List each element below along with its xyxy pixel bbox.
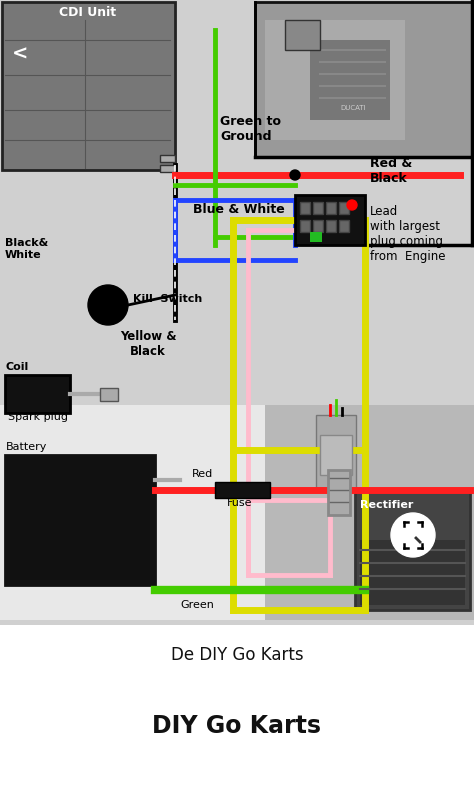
Text: Spark plug: Spark plug: [8, 412, 68, 422]
Text: De DIY Go Karts: De DIY Go Karts: [171, 646, 303, 664]
Bar: [2, 2, 175, 170]
Bar: [265, 20, 405, 140]
Text: Rectifier: Rectifier: [360, 500, 413, 510]
Bar: [360, 540, 465, 605]
Circle shape: [290, 170, 300, 180]
Text: Coil: Coil: [6, 362, 29, 372]
Circle shape: [391, 513, 435, 557]
Circle shape: [88, 285, 128, 325]
Circle shape: [347, 200, 357, 210]
Text: Green to
Ground: Green to Ground: [220, 115, 281, 143]
Bar: [326, 202, 336, 214]
Bar: [285, 20, 320, 50]
Text: Red &
Black: Red & Black: [370, 157, 412, 185]
Bar: [313, 202, 323, 214]
Bar: [0, 405, 265, 620]
Text: <: <: [12, 45, 28, 64]
Bar: [310, 40, 390, 120]
Bar: [295, 195, 365, 245]
Text: Red: Red: [192, 469, 213, 479]
Bar: [326, 220, 336, 232]
Text: Black&
White: Black& White: [5, 239, 48, 260]
Text: Battery: Battery: [6, 442, 47, 452]
Bar: [300, 202, 310, 214]
Bar: [5, 455, 155, 585]
Bar: [310, 232, 322, 242]
Bar: [265, 405, 474, 620]
Bar: [100, 388, 118, 401]
Text: Kill  Switch: Kill Switch: [133, 294, 202, 304]
Text: Blue & White: Blue & White: [193, 203, 285, 216]
Bar: [316, 415, 356, 490]
Text: Fuse: Fuse: [227, 498, 253, 508]
Bar: [320, 435, 352, 475]
Bar: [355, 490, 470, 610]
Bar: [328, 470, 350, 515]
Text: CDI Unit: CDI Unit: [59, 6, 117, 19]
Bar: [339, 202, 349, 214]
Bar: [313, 220, 323, 232]
Text: Yellow &
Black: Yellow & Black: [120, 330, 176, 358]
Text: Green: Green: [180, 600, 214, 610]
Text: DUCATI: DUCATI: [340, 105, 365, 111]
Bar: [300, 220, 310, 232]
Bar: [160, 155, 175, 162]
Text: DIY Go Karts: DIY Go Karts: [153, 714, 321, 738]
Bar: [339, 220, 349, 232]
Text: Lead
with largest
plug coming
from  Engine: Lead with largest plug coming from Engin…: [370, 205, 446, 263]
Bar: [160, 165, 175, 172]
Bar: [5, 375, 70, 413]
Bar: [255, 2, 472, 157]
Bar: [0, 0, 474, 625]
Bar: [215, 482, 270, 498]
